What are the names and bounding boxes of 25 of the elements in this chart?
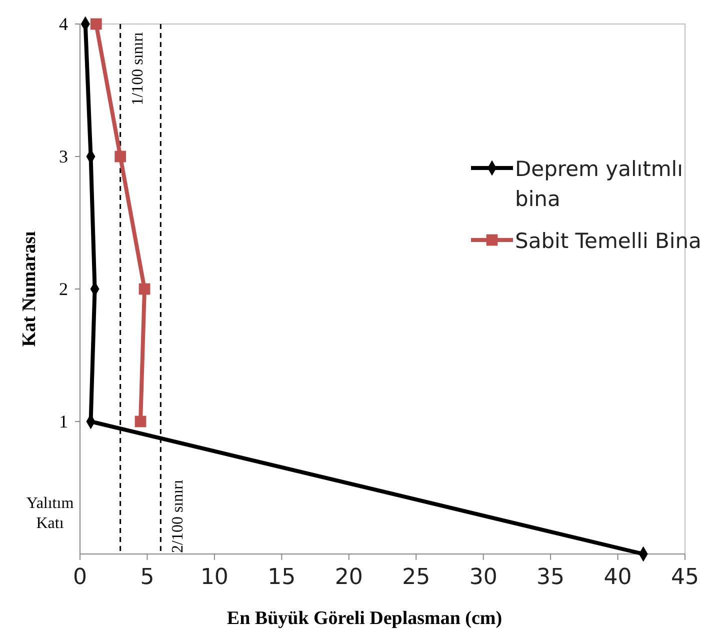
legend-label: Sabit Temelli Bina [515,229,702,253]
x-axis-title: En Büyük Göreli Deplasman (cm) [226,608,502,629]
x-tick-label: 0 [73,565,87,590]
x-tick-label: 10 [200,565,228,590]
x-tick-label: 25 [402,565,430,590]
y-tick-label: 3 [59,146,68,166]
point [114,150,126,162]
y-tick-label: 1 [59,412,68,432]
point [90,18,102,30]
x-tick-label: 15 [268,565,296,590]
x-tick-label: 20 [334,565,363,590]
point [134,416,146,428]
ref-line-label: 1/100 sınırı [129,31,146,106]
x-tick-label: 35 [536,565,565,590]
y-axis-title: Kat Numarası [19,231,40,347]
y-tick-label: 2 [59,279,68,299]
x-tick-label: 40 [604,565,632,590]
x-tick-label: 30 [469,565,498,590]
x-tick-label: 5 [140,565,154,590]
text: Yalıtım Katı [26,495,74,532]
point [138,283,150,295]
x-tick-label: 45 [671,565,699,590]
y-tick-label: 4 [59,14,68,34]
legend-label: Deprem yalıtmlı bina [515,157,683,211]
ref-line-label: 2/100 sınırı [170,479,187,553]
